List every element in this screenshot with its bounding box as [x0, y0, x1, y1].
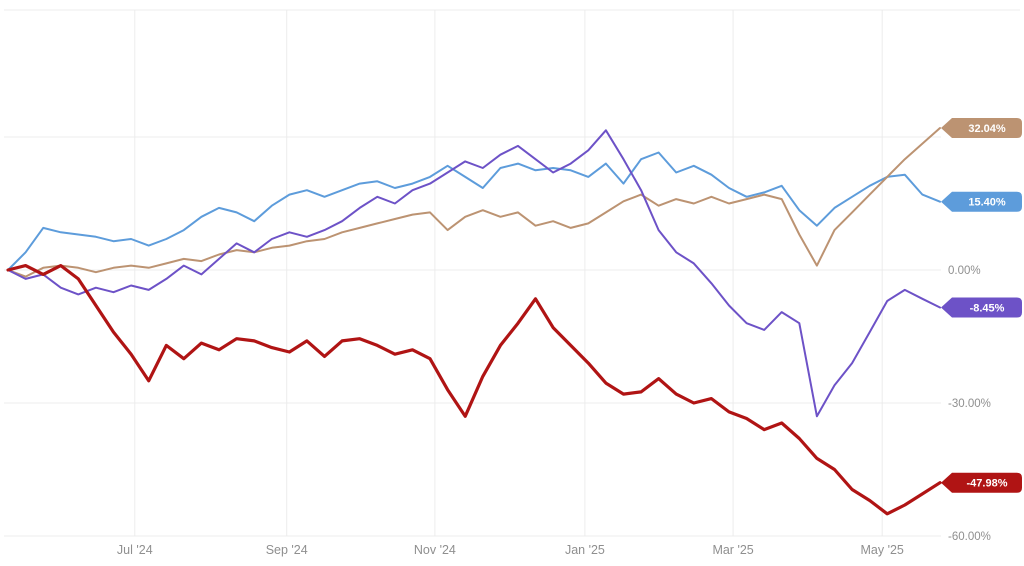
x-axis-label: Nov '24	[414, 543, 456, 557]
series-red-line	[6, 264, 942, 516]
series-blue-end-flag-label: 15.40%	[968, 197, 1006, 209]
x-axis-label: Mar '25	[712, 543, 753, 557]
y-axis-label: -30.00%	[948, 398, 991, 410]
series-blue-line	[7, 151, 941, 271]
x-axis-label: Jan '25	[565, 543, 605, 557]
series-tan-end-flag-label: 32.04%	[968, 123, 1006, 135]
y-axis-label: 0.00%	[948, 265, 981, 277]
series-tan-line	[7, 127, 941, 278]
series-red-end-flag	[941, 472, 1022, 493]
x-axis-label: Sep '24	[266, 543, 308, 557]
series-tan-end-flag	[941, 118, 1022, 138]
x-axis-label: May '25	[861, 543, 904, 557]
series-red-end-flag-label: -47.98%	[967, 478, 1008, 490]
series-purple-line	[7, 129, 941, 418]
y-axis-label: -60.00%	[948, 531, 991, 543]
series-purple-end-flag	[941, 297, 1022, 318]
series-purple-end-flag-label: -8.45%	[970, 303, 1005, 315]
series-blue-end-flag	[941, 191, 1022, 212]
x-axis-label: Jul '24	[117, 543, 153, 557]
